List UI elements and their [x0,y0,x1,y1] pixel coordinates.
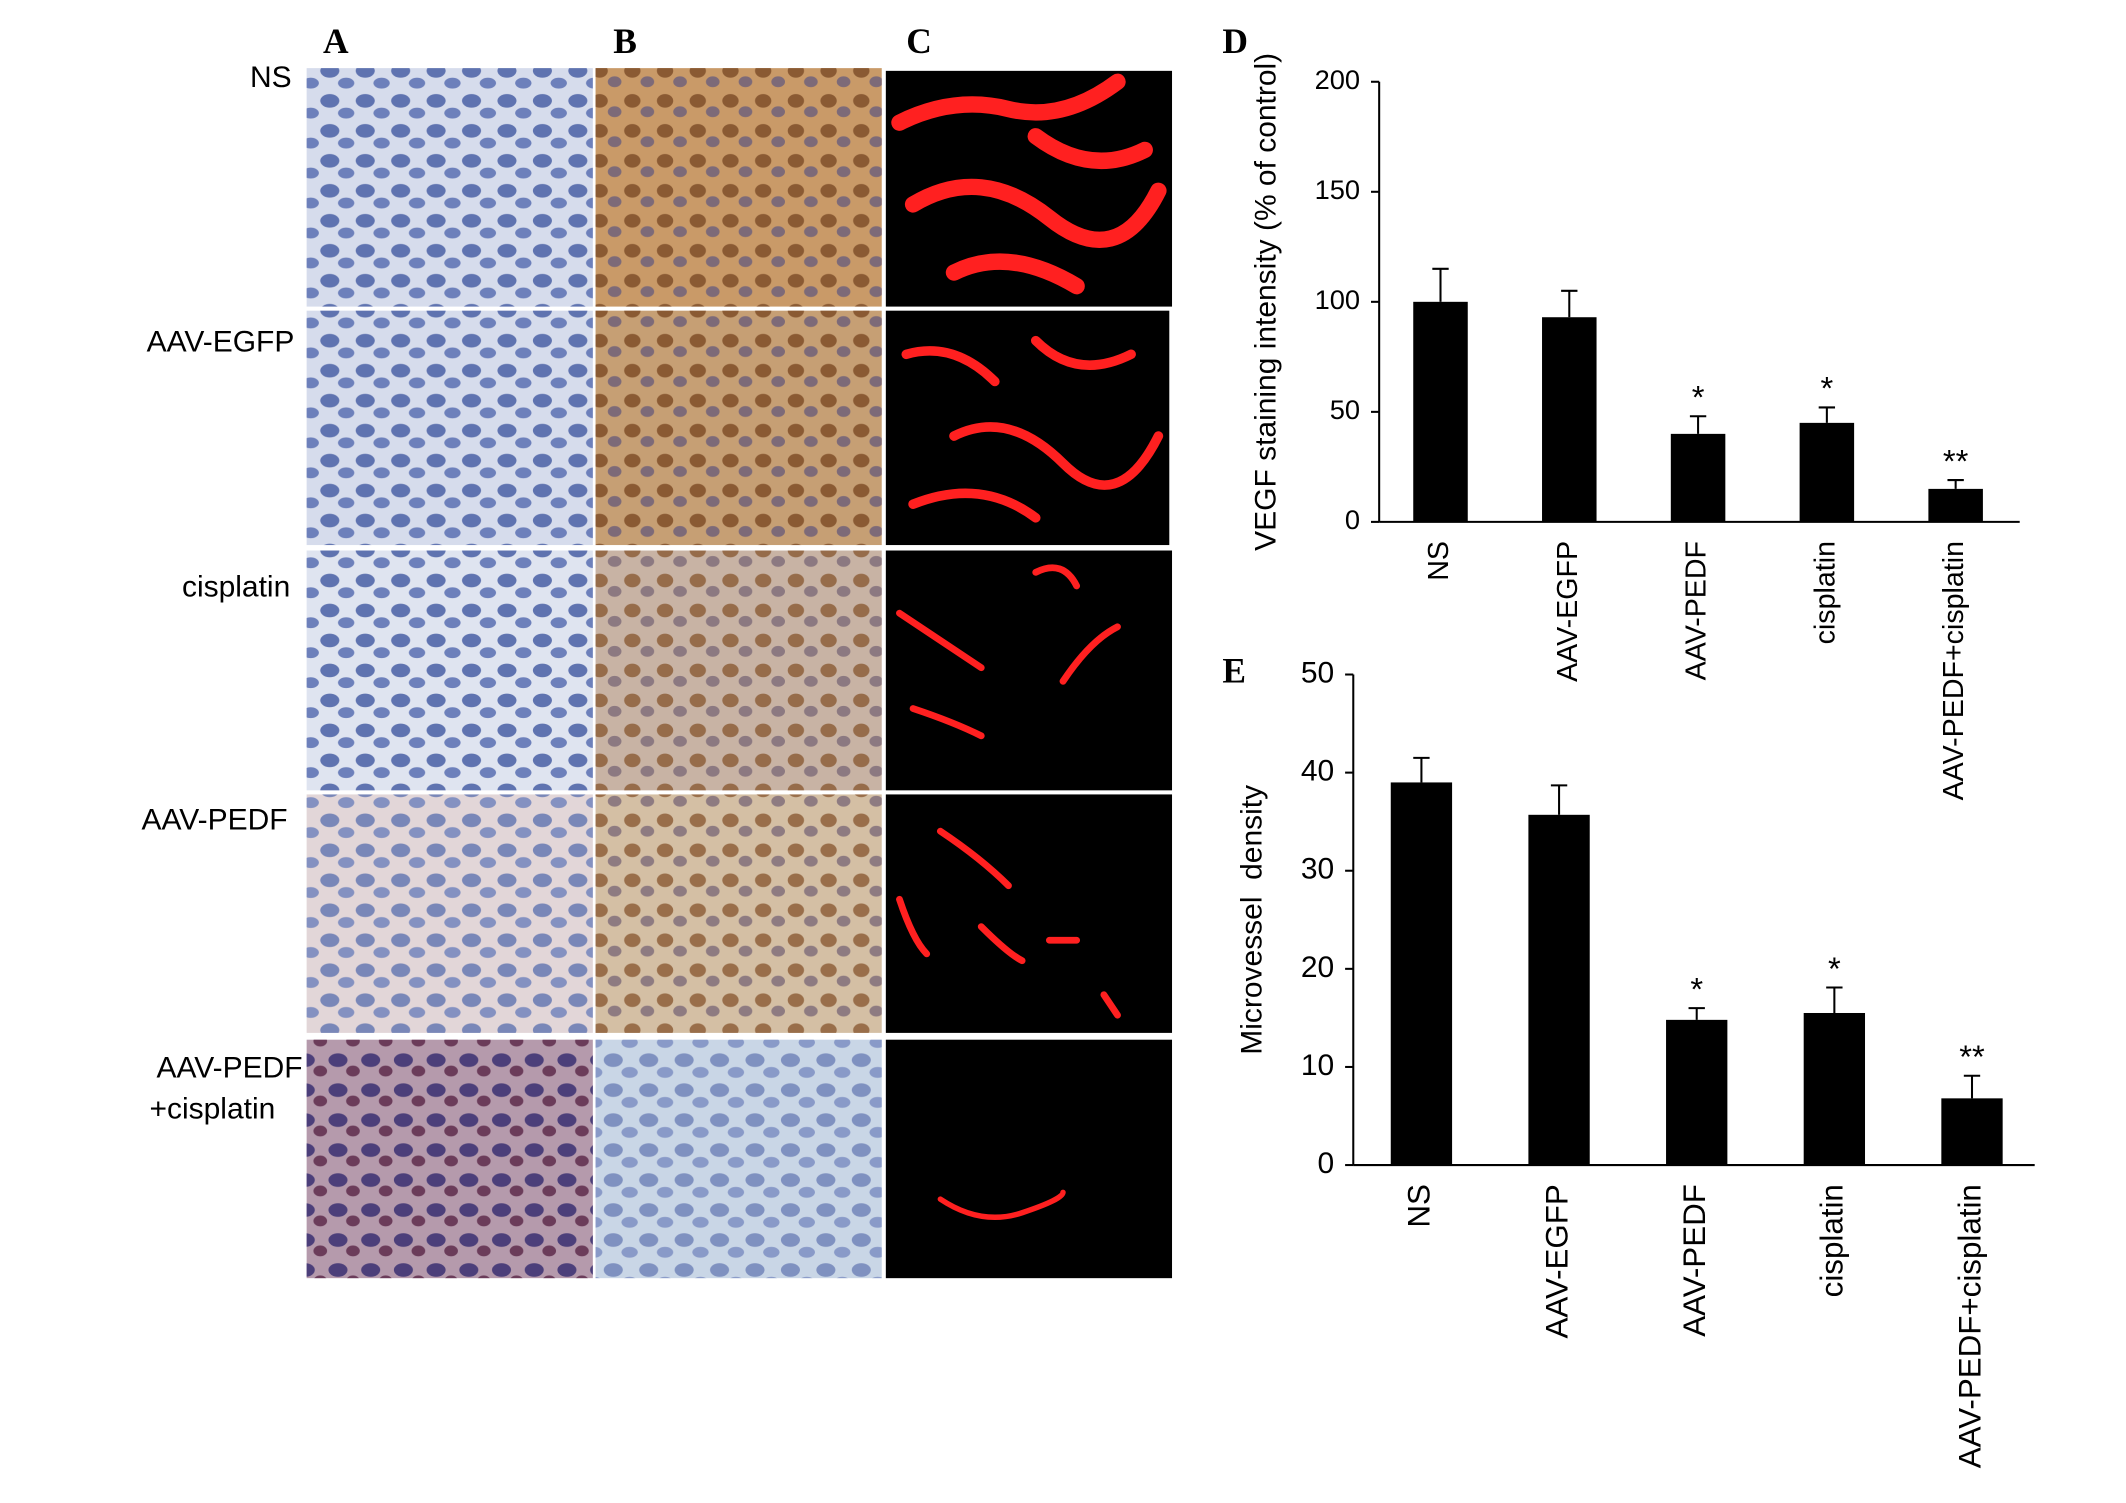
annotation: * [1690,970,1703,1007]
y-tick-label: 40 [1301,755,1334,788]
panel-label: B [613,21,637,61]
micrograph [595,68,882,307]
bar [1542,317,1597,522]
micrograph [306,794,593,1033]
micrograph [595,794,882,1033]
bar-chart: 0 10 20 30 40 50 Microvessel density NS AAV-EGFP… [1236,656,2035,1468]
row-label: AAV-PEDF [142,804,288,837]
bar [1666,1019,1728,1166]
row-label: AAV-PEDF [157,1052,303,1085]
bar [1803,1012,1866,1166]
micrograph [885,550,1173,791]
row-label: +cisplatin [150,1092,276,1125]
y-axis-label: VEGF staining intensity (% of control) [1249,53,1282,551]
y-tick-label: 100 [1315,284,1360,315]
y-tick-label: 150 [1315,174,1360,205]
y-tick-label: 200 [1315,64,1360,95]
annotation: ** [1943,442,1969,479]
annotation: ** [1959,1038,1985,1075]
bar [1928,488,1983,522]
x-tick-label: AAV-PEDF [1677,1184,1712,1337]
x-tick-label: AAV-EGFP [1552,541,1584,682]
row-label: NS [250,61,292,94]
micrograph [306,68,593,307]
x-tick-label: NS [1423,541,1455,581]
bar [1799,422,1855,522]
bar [1528,814,1590,1166]
x-tick-label: cisplatin [1809,541,1841,644]
panel-label: E [1222,651,1246,691]
annotation: * [1692,379,1705,416]
micrograph [885,794,1173,1033]
bar [1670,433,1726,522]
panel-label: D [1222,21,1248,61]
y-tick-label: 30 [1301,853,1334,886]
bar [1413,301,1468,522]
y-tick-label: 20 [1301,951,1334,984]
x-tick-label: AAV-PEDF+cisplatin [1938,541,1970,800]
y-tick-label: 0 [1345,504,1360,535]
micrograph [595,310,882,546]
y-tick-label: 10 [1301,1049,1334,1082]
panel-labels: A B C D E [323,21,1248,691]
micrograph [595,1039,882,1279]
row-label: AAV-EGFP [147,325,295,358]
panel-label: C [906,21,932,61]
x-tick-label: AAV-PEDF [1681,541,1713,680]
panel-label: A [323,21,349,61]
vessel-staining [891,73,1167,1220]
bar-chart: 0 50 100 150 200 VEGF staining intensity (% o… [1249,53,2020,800]
y-tick-label: 50 [1301,656,1334,689]
y-axis-label: Microvessel density [1236,785,1269,1055]
micrograph [306,550,593,791]
x-tick-label: cisplatin [1815,1184,1850,1297]
annotation: * [1828,950,1841,987]
micrograph [306,1039,593,1279]
micrographs [306,68,1173,1279]
micrograph [595,550,882,791]
y-tick-label: 0 [1318,1147,1335,1180]
row-label: cisplatin [182,571,290,604]
micrograph [885,1039,1173,1279]
x-tick-label: NS [1402,1184,1437,1228]
row-labels: NS AAV-EGFP cisplatin AAV-PEDF AAV-PEDF … [142,61,303,1126]
annotation: * [1820,370,1833,407]
x-tick-label: AAV-PEDF+cisplatin [1952,1184,1987,1468]
micrograph [306,310,593,546]
bar [1390,782,1453,1166]
bar [1941,1098,2003,1166]
x-tick-label: AAV-EGFP [1539,1184,1574,1338]
y-tick-label: 50 [1330,394,1360,425]
